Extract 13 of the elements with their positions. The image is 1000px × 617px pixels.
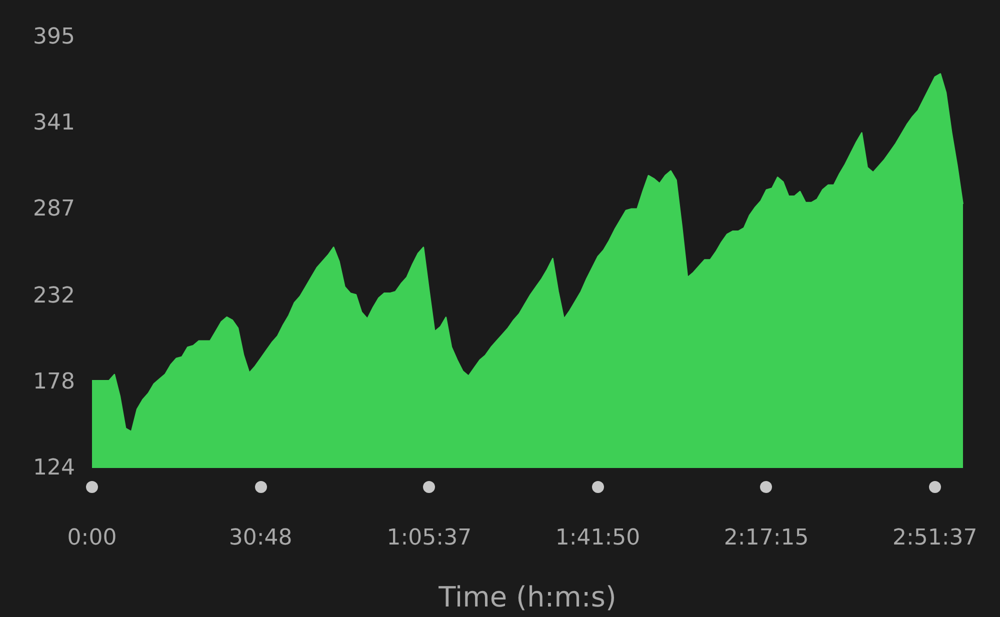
x-tick-label: 2:51:37 [892,526,978,550]
y-tick-label: 287 [33,196,75,222]
x-tick-label: 2:17:15 [724,526,809,550]
y-tick-label: 341 [33,110,75,136]
x-tick-label: 0:00 [67,526,117,550]
x-tick-label: 1:05:37 [386,526,472,550]
y-tick-label: 395 [33,24,75,50]
x-axis-title: Time (h:m:s) [438,580,616,614]
y-tick-label: 124 [33,456,75,480]
y-tick-label: 178 [33,370,75,395]
y-tick-label: 232 [33,284,75,309]
x-tick-label: 1:41:50 [555,526,640,550]
x-tick-label: 30:48 [228,526,292,550]
